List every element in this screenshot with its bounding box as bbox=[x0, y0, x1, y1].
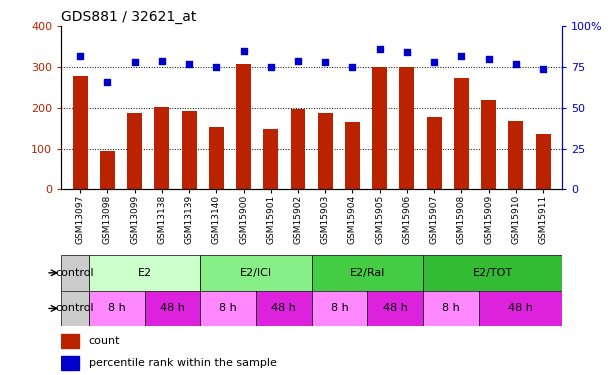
Text: 8 h: 8 h bbox=[108, 303, 126, 313]
Text: 48 h: 48 h bbox=[160, 303, 185, 313]
Point bbox=[157, 57, 167, 63]
Point bbox=[184, 61, 194, 67]
Bar bbox=[423, 291, 478, 326]
Point bbox=[320, 59, 330, 65]
Text: control: control bbox=[56, 303, 94, 313]
Bar bbox=[200, 291, 256, 326]
Point bbox=[430, 59, 439, 65]
Text: 8 h: 8 h bbox=[442, 303, 459, 313]
Bar bbox=[312, 255, 423, 291]
Text: control: control bbox=[56, 268, 94, 278]
Text: E2/ICI: E2/ICI bbox=[240, 268, 272, 278]
Bar bbox=[256, 291, 312, 326]
Point bbox=[266, 64, 276, 70]
Bar bbox=[89, 291, 145, 326]
Bar bbox=[200, 255, 312, 291]
Bar bbox=[100, 152, 115, 189]
Bar bbox=[454, 78, 469, 189]
Point bbox=[239, 48, 249, 54]
Point bbox=[130, 59, 139, 65]
Bar bbox=[372, 67, 387, 189]
Bar bbox=[73, 76, 87, 189]
Point bbox=[375, 46, 384, 52]
Bar bbox=[145, 291, 200, 326]
Point bbox=[293, 57, 303, 63]
Point bbox=[103, 79, 112, 85]
Bar bbox=[61, 334, 79, 348]
Text: 8 h: 8 h bbox=[331, 303, 348, 313]
Bar bbox=[536, 134, 551, 189]
Bar bbox=[481, 100, 496, 189]
Bar bbox=[155, 106, 169, 189]
Text: GDS881 / 32621_at: GDS881 / 32621_at bbox=[61, 10, 197, 24]
Text: 48 h: 48 h bbox=[508, 303, 533, 313]
Text: percentile rank within the sample: percentile rank within the sample bbox=[89, 358, 277, 368]
Point bbox=[511, 61, 521, 67]
Point bbox=[538, 66, 548, 72]
Text: E2/Ral: E2/Ral bbox=[349, 268, 385, 278]
Bar bbox=[209, 128, 224, 189]
Bar bbox=[318, 113, 333, 189]
Text: count: count bbox=[89, 336, 120, 346]
Text: 8 h: 8 h bbox=[219, 303, 237, 313]
Bar bbox=[263, 129, 278, 189]
Bar bbox=[508, 121, 523, 189]
Point bbox=[75, 53, 85, 58]
Bar bbox=[236, 64, 251, 189]
Point bbox=[456, 53, 466, 58]
Bar bbox=[400, 67, 414, 189]
Bar bbox=[290, 109, 306, 189]
Bar bbox=[367, 291, 423, 326]
Point bbox=[348, 64, 357, 70]
Bar bbox=[181, 111, 197, 189]
Text: E2: E2 bbox=[137, 268, 152, 278]
Point bbox=[484, 56, 494, 62]
Text: 48 h: 48 h bbox=[382, 303, 408, 313]
Text: 48 h: 48 h bbox=[271, 303, 296, 313]
Bar bbox=[345, 122, 360, 189]
Bar bbox=[312, 291, 367, 326]
Bar bbox=[61, 255, 89, 291]
Point bbox=[211, 64, 221, 70]
Bar bbox=[426, 117, 442, 189]
Text: E2/TOT: E2/TOT bbox=[472, 268, 513, 278]
Bar bbox=[478, 291, 562, 326]
Bar bbox=[61, 356, 79, 370]
Bar bbox=[127, 113, 142, 189]
Bar bbox=[423, 255, 562, 291]
Bar bbox=[61, 291, 89, 326]
Point bbox=[402, 50, 412, 55]
Bar bbox=[89, 255, 200, 291]
